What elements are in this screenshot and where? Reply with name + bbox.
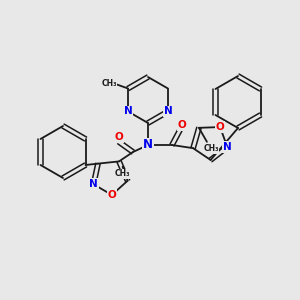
Text: O: O [115, 132, 123, 142]
Text: O: O [107, 190, 116, 200]
Text: N: N [164, 106, 172, 116]
Text: N: N [89, 179, 98, 189]
Text: CH₃: CH₃ [203, 144, 219, 153]
Text: N: N [223, 142, 232, 152]
Text: N: N [143, 139, 153, 152]
Text: N: N [124, 106, 133, 116]
Text: O: O [178, 120, 186, 130]
Text: O: O [216, 122, 224, 132]
Text: CH₃: CH₃ [115, 169, 130, 178]
Text: CH₃: CH₃ [101, 79, 117, 88]
